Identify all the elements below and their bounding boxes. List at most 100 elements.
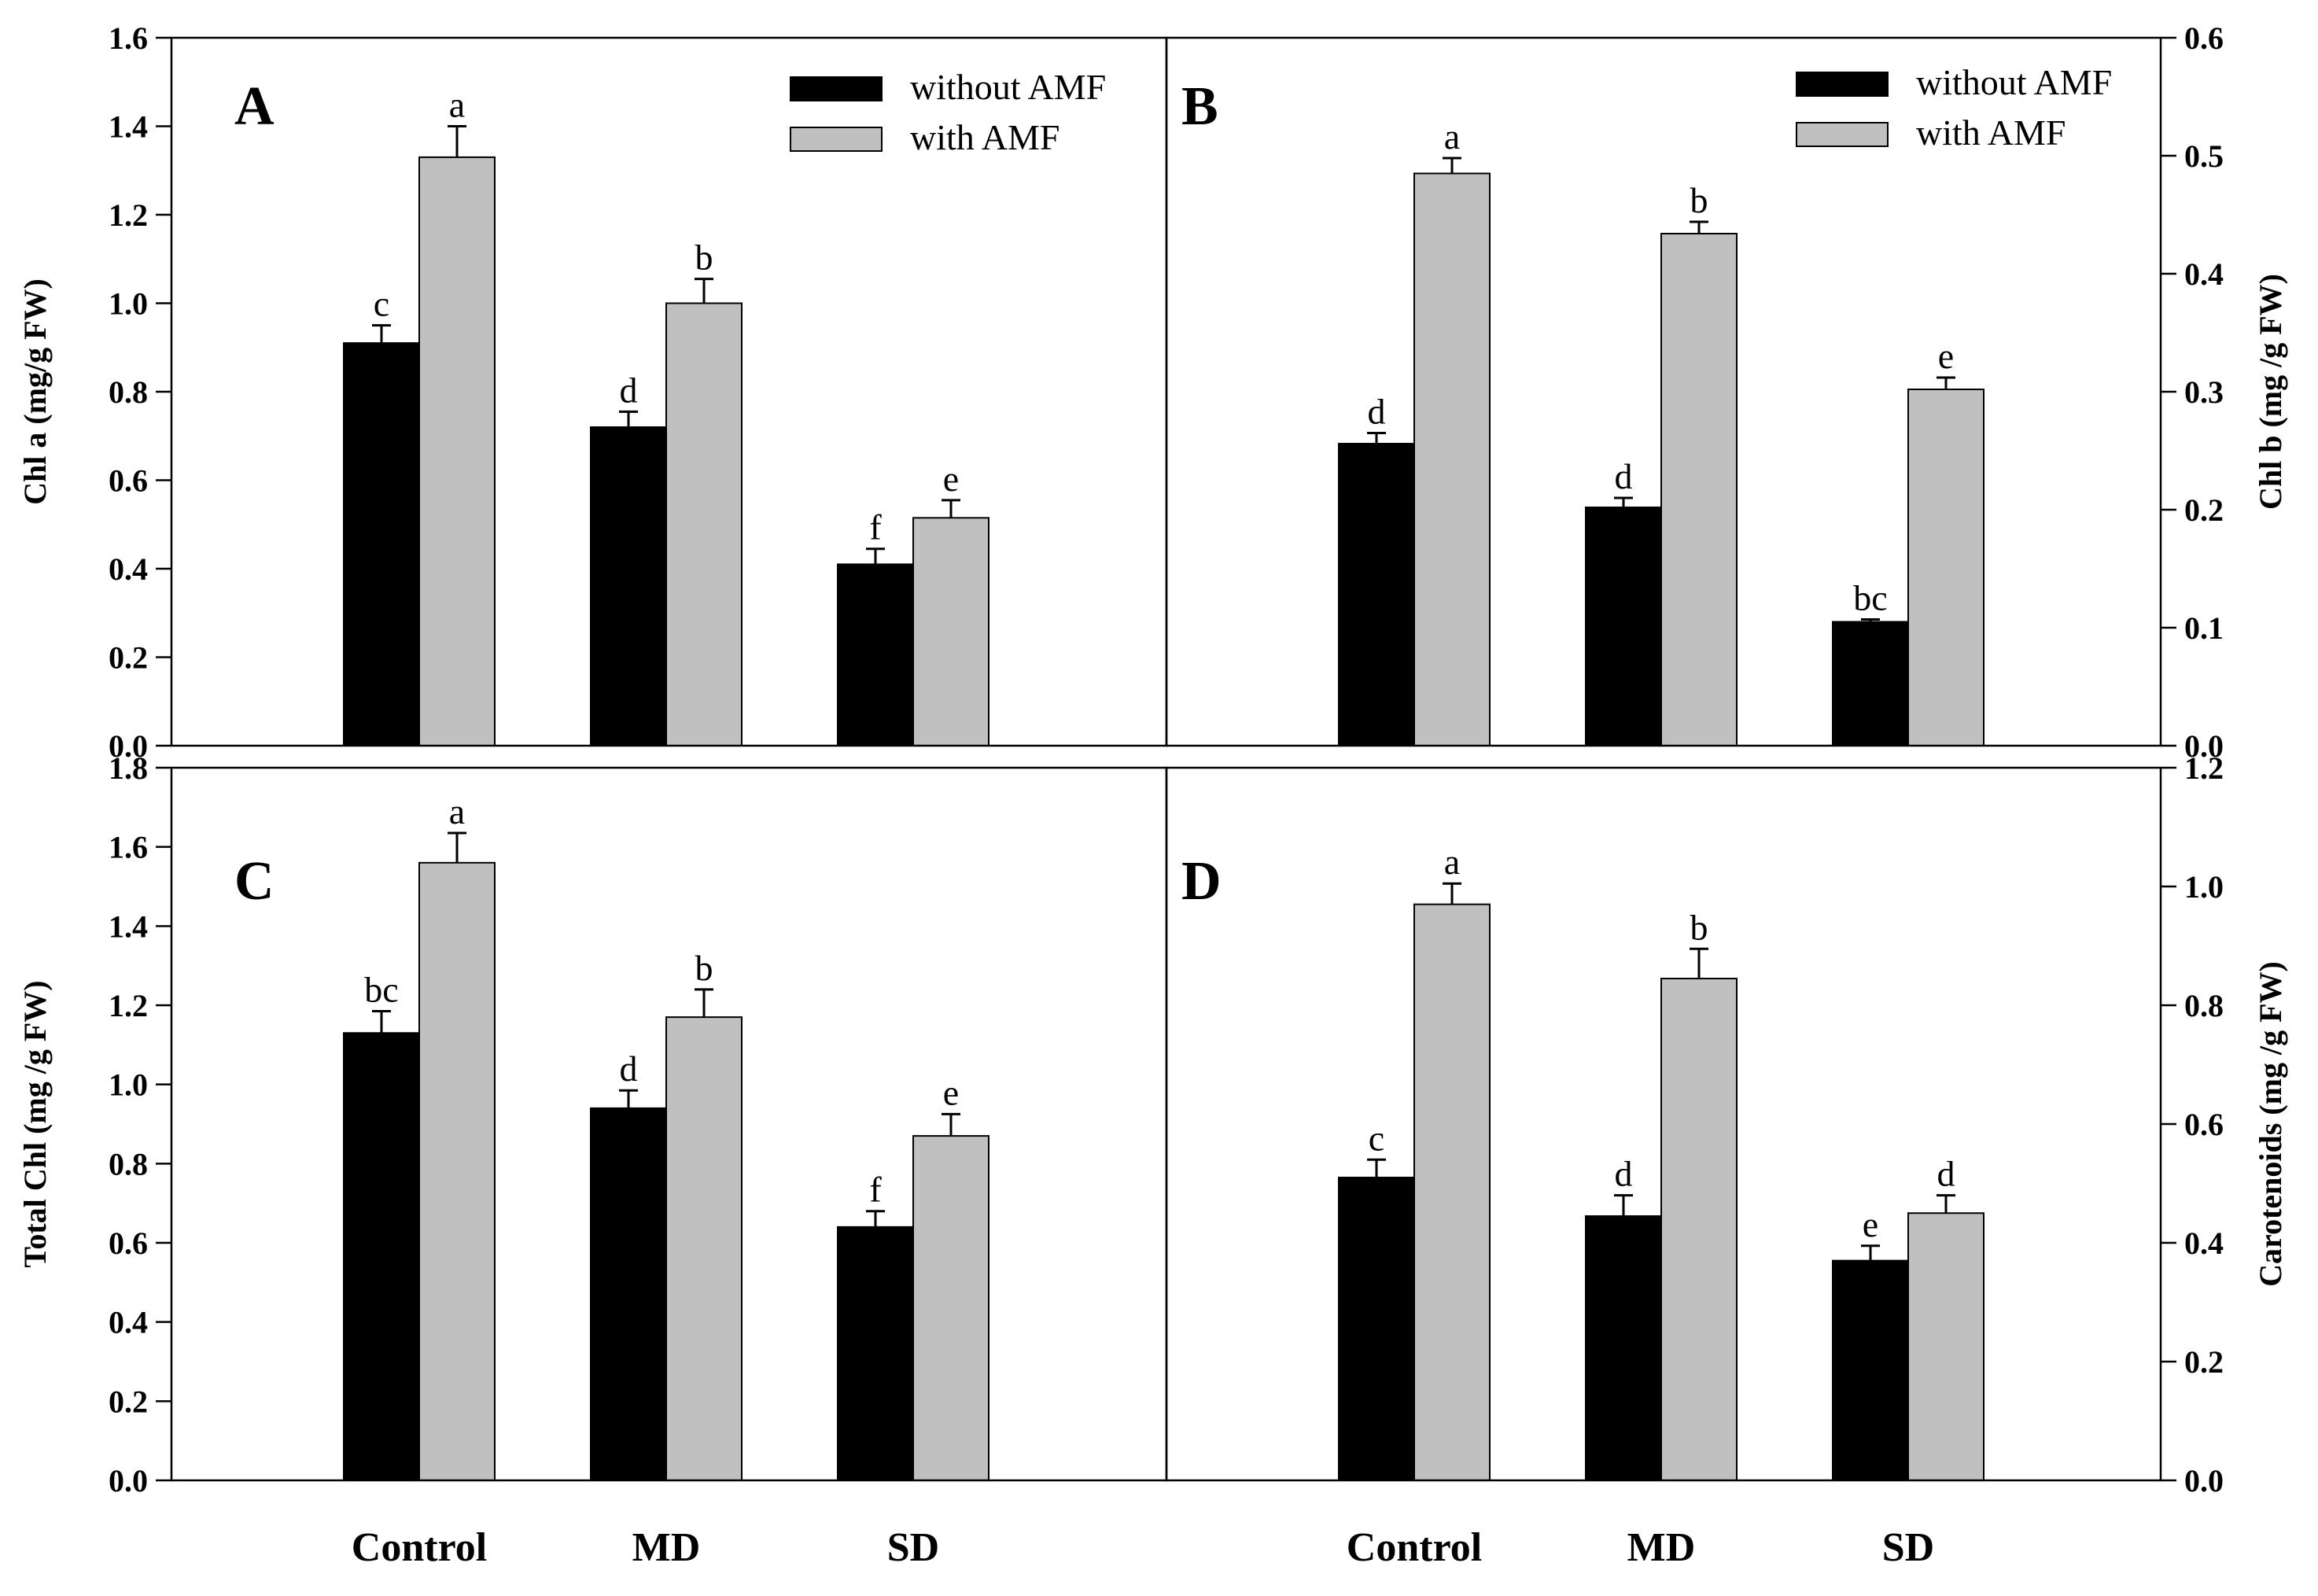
panel-A-y-axis-title: Chl a (mg/g FW) (17, 278, 53, 505)
panel-C-ytick-label: 0.0 (109, 1463, 148, 1498)
panel-C-sig-letter: d (620, 1049, 638, 1089)
x-category-label-right: MD (1627, 1525, 1696, 1570)
panel-A-ytick-label: 0.4 (109, 551, 148, 587)
panel-A-sig-letter: a (449, 85, 465, 125)
panel-C-bar-MD-with (665, 1016, 743, 1481)
frames-layer (156, 36, 2176, 1482)
legend-label-without-amf: without AMF (910, 67, 1106, 107)
panel-D-sig-letter: d (1937, 1154, 1955, 1194)
panel-B-sig-letter: d (1368, 392, 1386, 432)
panel-D-ytick-label: 1.2 (2184, 750, 2224, 786)
panel-D-bar-SD-without (1832, 1259, 1909, 1482)
panel-B-bar-MD-without (1585, 507, 1662, 746)
panel-C-ytick-label: 1.4 (109, 909, 148, 944)
panel-D-sig-letter: c (1369, 1118, 1384, 1158)
panel-A-bar-MD-with (665, 302, 743, 746)
panel-D-sig-letter: b (1690, 907, 1708, 947)
legend-label-with-amf: with AMF (1916, 112, 2066, 153)
panel-A-ytick-label: 0.0 (109, 728, 148, 764)
panel-A-bar-Control-without (343, 342, 420, 746)
panel-C-bar-Control-with (418, 861, 496, 1482)
panel-A-ytick-label: 0.2 (109, 640, 148, 676)
panel-C-bar-SD-with (912, 1135, 989, 1481)
panel-C-ytick-label: 0.4 (109, 1305, 148, 1340)
legend-swatch-without-amf (790, 76, 883, 101)
legend-swatch-with-amf (1796, 122, 1889, 147)
x-category-label-left: Control (352, 1525, 487, 1570)
panel-C-bar-SD-without (837, 1226, 914, 1482)
panel-D-y-axis-title: Carotenoids (mg /g FW) (2253, 961, 2288, 1287)
panel-B-sig-letter: d (1615, 456, 1633, 496)
panel-D-bar-Control-with (1413, 903, 1491, 1481)
panel-C-ytick-label: 0.8 (109, 1146, 148, 1181)
panel-D-ytick-label: 0.0 (2184, 1463, 2224, 1498)
panel-A-sig-letter: c (374, 284, 389, 324)
legend-label-without-amf: without AMF (1916, 62, 2112, 102)
panel-B-sig-letter: a (1444, 116, 1460, 157)
panel-A-ytick-label: 1.2 (109, 197, 148, 233)
panel-C-label: C (234, 851, 275, 912)
panel-D-bar-MD-with (1660, 978, 1738, 1481)
panel-A-bar-MD-without (590, 426, 667, 746)
panel-D-ytick-label: 0.2 (2184, 1344, 2224, 1380)
x-category-label-right: SD (1882, 1525, 1934, 1570)
legend-label-with-amf: with AMF (910, 117, 1059, 157)
panel-C-bar-Control-without (343, 1032, 420, 1481)
panel-C-sig-letter: a (449, 791, 465, 831)
panel-A-ytick-label: 1.6 (109, 20, 148, 56)
text-layer: c a d b f e 0.0 0.2 0.4 0.6 0.8 1.0 1.2 1.4 1.6 Chl a (… (17, 20, 2288, 1570)
panel-D-sig-letter: a (1444, 842, 1460, 882)
panel-C-ytick-label: 1.8 (109, 750, 148, 786)
panel-A-ytick-label: 0.8 (109, 374, 148, 410)
panel-D-sig-letter: e (1863, 1204, 1878, 1244)
panel-D-ytick-label: 0.6 (2184, 1107, 2224, 1142)
panel-B-ytick-label: 0.3 (2184, 374, 2224, 410)
panel-A-bar-SD-with (912, 517, 989, 746)
panel-B-bar-SD-without (1832, 621, 1909, 746)
panel-B-sig-letter: e (1938, 336, 1954, 376)
panel-A-bar-Control-with (418, 156, 496, 746)
panel-A-sig-letter: e (943, 459, 959, 499)
legend-swatch-with-amf (790, 127, 883, 152)
panel-D-bar-Control-without (1338, 1176, 1415, 1481)
panel-D-ytick-label: 0.4 (2184, 1226, 2224, 1261)
panel-B-ytick-label: 0.1 (2184, 610, 2224, 646)
panel-B-bar-SD-with (1907, 389, 1984, 746)
panel-D-bar-MD-without (1585, 1215, 1662, 1482)
panel-B-ytick-label: 0.2 (2184, 492, 2224, 528)
panel-C-sig-letter: e (943, 1072, 959, 1112)
panel-B-bar-Control-without (1338, 443, 1415, 746)
panel-D-bar-SD-with (1907, 1212, 1984, 1481)
panel-B-ytick-label: 0.5 (2184, 138, 2224, 174)
panel-C-ytick-label: 1.0 (109, 1067, 148, 1103)
panel-B-bar-MD-with (1660, 233, 1738, 746)
panel-A-label: A (234, 76, 275, 137)
panel-C-ytick-label: 0.6 (109, 1226, 148, 1261)
panel-A-sig-letter: b (695, 238, 713, 278)
panel-C-ytick-label: 1.2 (109, 988, 148, 1023)
panel-A-ytick-label: 0.6 (109, 463, 148, 499)
x-category-label-left: SD (887, 1525, 939, 1570)
panel-C-ytick-label: 1.6 (109, 830, 148, 865)
panel-C-bar-MD-without (590, 1107, 667, 1482)
panel-B-ytick-label: 0.4 (2184, 256, 2224, 292)
panel-A-ytick-label: 1.0 (109, 286, 148, 322)
panel-B-label: B (1181, 76, 1218, 137)
panel-C-ytick-label: 0.2 (109, 1384, 148, 1419)
x-category-label-left: MD (632, 1525, 701, 1570)
panel-B-ytick-label: 0.0 (2184, 728, 2224, 764)
panel-B-bar-Control-with (1413, 172, 1491, 746)
panel-C-sig-letter: b (695, 948, 713, 988)
panel-A-bar-SD-without (837, 563, 914, 746)
bars-layer (343, 125, 1984, 1482)
panel-D-ytick-label: 1.0 (2184, 869, 2224, 905)
panel-C-sig-letter: bc (364, 970, 398, 1010)
panel-B-sig-letter: bc (1853, 578, 1887, 618)
panel-B-ytick-label: 0.6 (2184, 20, 2224, 56)
panel-B-y-axis-title: Chl b (mg /g FW) (2253, 274, 2288, 510)
panel-A-sig-letter: f (869, 507, 882, 547)
panel-A-ytick-label: 1.4 (109, 109, 148, 145)
panel-C-sig-letter: f (869, 1170, 882, 1210)
panel-D-ytick-label: 0.8 (2184, 988, 2224, 1023)
